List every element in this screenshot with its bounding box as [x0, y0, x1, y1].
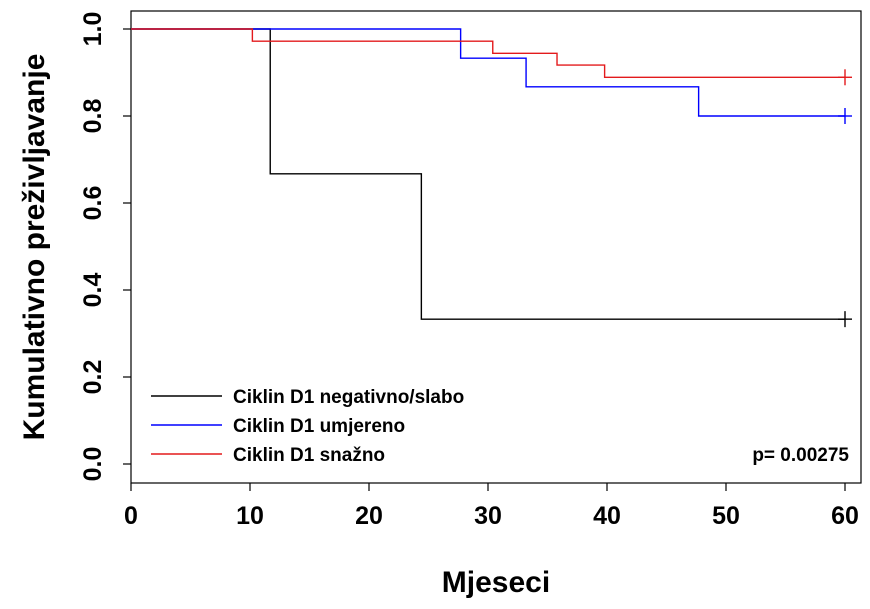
- x-tick-label: 50: [712, 502, 740, 530]
- y-tick-label: 0.4: [79, 273, 107, 308]
- x-tick-label: 40: [593, 502, 621, 530]
- x-tick-label: 60: [831, 502, 859, 530]
- survival-curve-series-1: [131, 28, 845, 320]
- p-value-annotation: p= 0.00275: [752, 445, 849, 466]
- legend-label: Ciklin D1 negativno/slabo: [233, 387, 464, 408]
- y-tick-label: 0.6: [79, 186, 107, 221]
- survival-curve-series-3: [131, 28, 845, 78]
- x-tick-label: 0: [124, 502, 138, 530]
- x-tick-label: 10: [236, 502, 264, 530]
- x-axis-title: Mjeseci: [442, 566, 550, 599]
- legend-label: Ciklin D1 umjereno: [233, 416, 405, 437]
- x-axis: 0 10 20 30 40 50 60: [124, 483, 859, 530]
- legend-label: Ciklin D1 snažno: [233, 445, 385, 466]
- plot-area-border: [130, 10, 862, 484]
- y-tick-label: 0.2: [79, 360, 107, 395]
- survival-curve-series-2: [131, 28, 845, 117]
- x-tick-label: 20: [355, 502, 383, 530]
- y-tick-label: 0.0: [79, 447, 107, 482]
- y-tick-label: 1.0: [79, 12, 107, 47]
- y-axis: 0.0 0.2 0.4 0.6 0.8 1.0: [79, 12, 131, 482]
- y-tick-label: 0.8: [79, 99, 107, 134]
- y-axis-title: Kumulativno preživljavanje: [18, 54, 51, 441]
- legend: Ciklin D1 negativno/slabo Ciklin D1 umjer…: [151, 387, 464, 466]
- x-tick-label: 30: [474, 502, 502, 530]
- series-group: [131, 28, 852, 328]
